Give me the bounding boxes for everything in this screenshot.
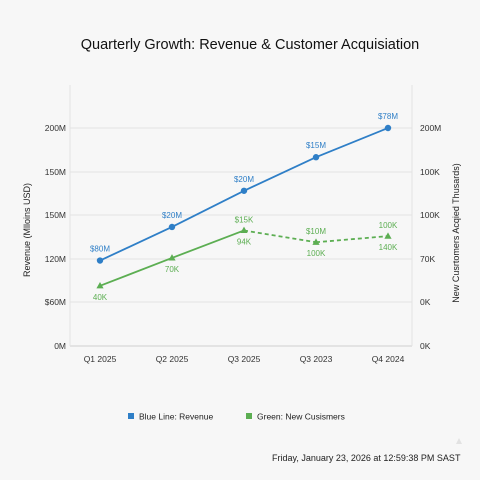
- y2-axis-title: New Cusrtomers Acqied Thusards): [451, 163, 461, 302]
- chart-title: Quarterly Growth: Revenue & Customer Acq…: [81, 37, 419, 53]
- series-segment-customers: [243, 229, 317, 244]
- x-tick-label: Q1 2025: [84, 354, 117, 364]
- y2-tick-label: 100K: [420, 210, 440, 220]
- data-label-customers-below: 70K: [165, 265, 180, 274]
- legend-label-revenue: Blue Line: Revenue: [139, 412, 213, 422]
- y-axis-title: Revenue (Mlloins USD): [22, 183, 32, 277]
- data-label-customers-above: 100K: [379, 221, 398, 230]
- point-customers: [384, 232, 392, 239]
- point-revenue: [96, 257, 104, 264]
- y-tick-label: 120M: [45, 254, 66, 264]
- data-label-customers-below: 94K: [237, 237, 252, 246]
- y-tick-label: 0M: [54, 341, 66, 351]
- data-label-customers-above: $10M: [306, 227, 326, 236]
- data-label-customers-above: $15K: [235, 215, 254, 224]
- y2-tick-label: 70K: [420, 254, 435, 264]
- point-revenue: [168, 223, 176, 231]
- gridlines: [69, 85, 413, 347]
- timestamp: Friday, January 23, 2026 at 12:59:38 PM …: [272, 453, 461, 463]
- y2-axis-ticks: 0K 0K 70K 100K 100K 200M: [420, 123, 441, 351]
- x-tick-label: Q2 2025: [156, 354, 189, 364]
- y-tick-label: $60M: [45, 297, 66, 307]
- point-revenue: [312, 154, 320, 161]
- x-tick-label: Q3 2023: [300, 354, 333, 364]
- corner-mark-icon: [456, 438, 462, 444]
- series-segment-customers: [315, 235, 389, 244]
- y-tick-label: 200M: [45, 123, 66, 133]
- point-revenue: [384, 124, 392, 132]
- y2-tick-label: 0K: [420, 341, 431, 351]
- data-label-customers-below: 100K: [307, 249, 326, 258]
- data-label-customers-below: 40K: [93, 293, 108, 302]
- x-tick-label: Q3 2025: [228, 354, 261, 364]
- legend-swatch-customers: [246, 413, 252, 419]
- y-axis-ticks: 0M $60M 120M 150M 150M 200M: [45, 123, 66, 351]
- series-segment-customers: [99, 257, 173, 287]
- data-label-revenue: $78M: [378, 112, 398, 121]
- x-axis-ticks: Q1 2025 Q2 2025 Q3 2025 Q3 2023 Q4 2024: [84, 354, 405, 364]
- data-label-revenue: $20M: [162, 211, 182, 220]
- legend: Blue Line: Revenue Green: New Cusismers: [128, 412, 345, 422]
- legend-swatch-revenue: [128, 413, 134, 419]
- y2-tick-label: 100K: [420, 167, 440, 177]
- data-label-revenue: $80M: [90, 245, 110, 254]
- y-tick-label: 150M: [45, 167, 66, 177]
- x-tick-label: Q4 2024: [372, 354, 405, 364]
- point-customers: [312, 238, 320, 245]
- data-labels: $80M $20M $20M $15M $78M 40K 70K $15K 94K $10M 100…: [90, 112, 398, 302]
- point-revenue: [240, 187, 248, 194]
- y2-tick-label: 0K: [420, 297, 431, 307]
- series-segment-customers: [171, 229, 245, 259]
- data-label-revenue: $20M: [234, 175, 254, 184]
- series: [96, 124, 392, 289]
- data-label-revenue: $15M: [306, 141, 326, 150]
- y2-tick-label: 200M: [420, 123, 441, 133]
- y-tick-label: 150M: [45, 210, 66, 220]
- legend-label-customers: Green: New Cusismers: [257, 412, 345, 422]
- point-customers: [168, 254, 176, 261]
- point-customers: [240, 226, 248, 234]
- data-label-customers-below: 140K: [379, 243, 398, 252]
- point-customers: [96, 282, 104, 289]
